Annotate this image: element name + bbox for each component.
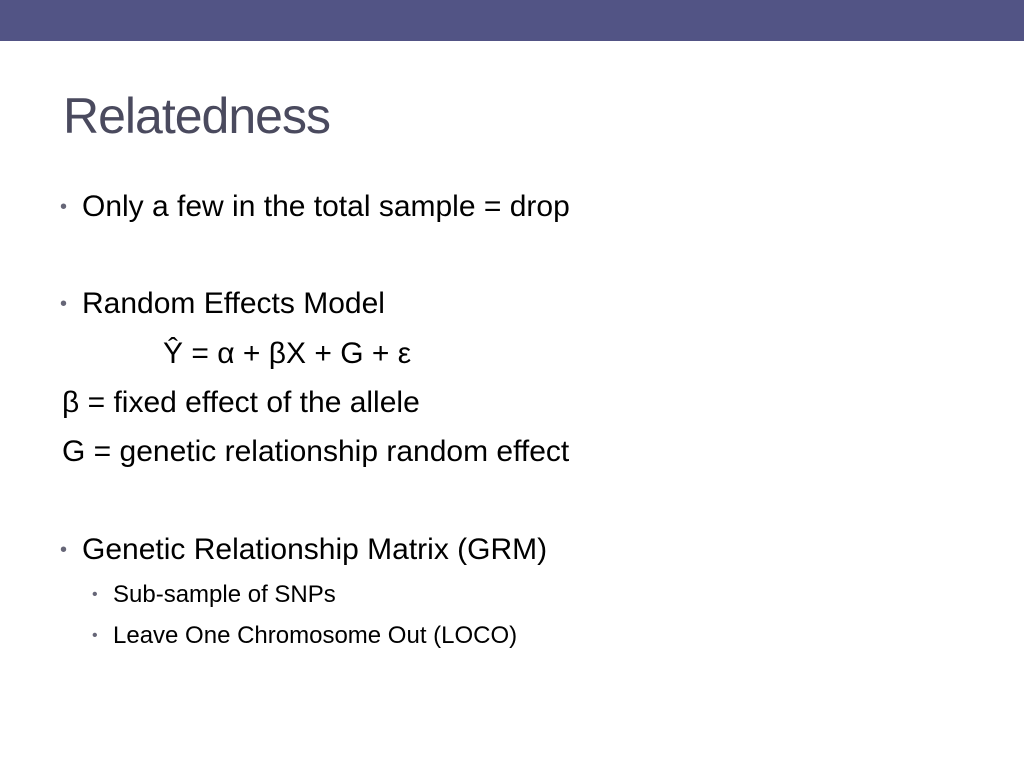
model-equation: Ŷ = α + βX + G + ε xyxy=(163,337,412,370)
bullet-icon: • xyxy=(60,539,68,561)
bullet-item-random-effects: Random Effects Model xyxy=(82,287,385,320)
sub-bullet-item-loco: Leave One Chromosome Out (LOCO) xyxy=(113,622,518,649)
definition-beta: β = fixed effect of the allele xyxy=(62,386,420,419)
slide-title: Relatedness xyxy=(63,88,331,144)
sub-bullet-icon: • xyxy=(92,586,98,603)
bullet-item-grm: Genetic Relationship Matrix (GRM) xyxy=(82,533,548,566)
bullet-icon: • xyxy=(60,293,68,315)
sub-bullet-icon: • xyxy=(92,627,98,644)
top-accent-bar xyxy=(0,0,1024,41)
sub-bullet-item-snps: Sub-sample of SNPs xyxy=(113,581,336,608)
definition-g: G = genetic relationship random effect xyxy=(62,435,570,468)
bullet-item-drop: Only a few in the total sample = drop xyxy=(82,190,570,223)
bullet-icon: • xyxy=(60,196,68,218)
